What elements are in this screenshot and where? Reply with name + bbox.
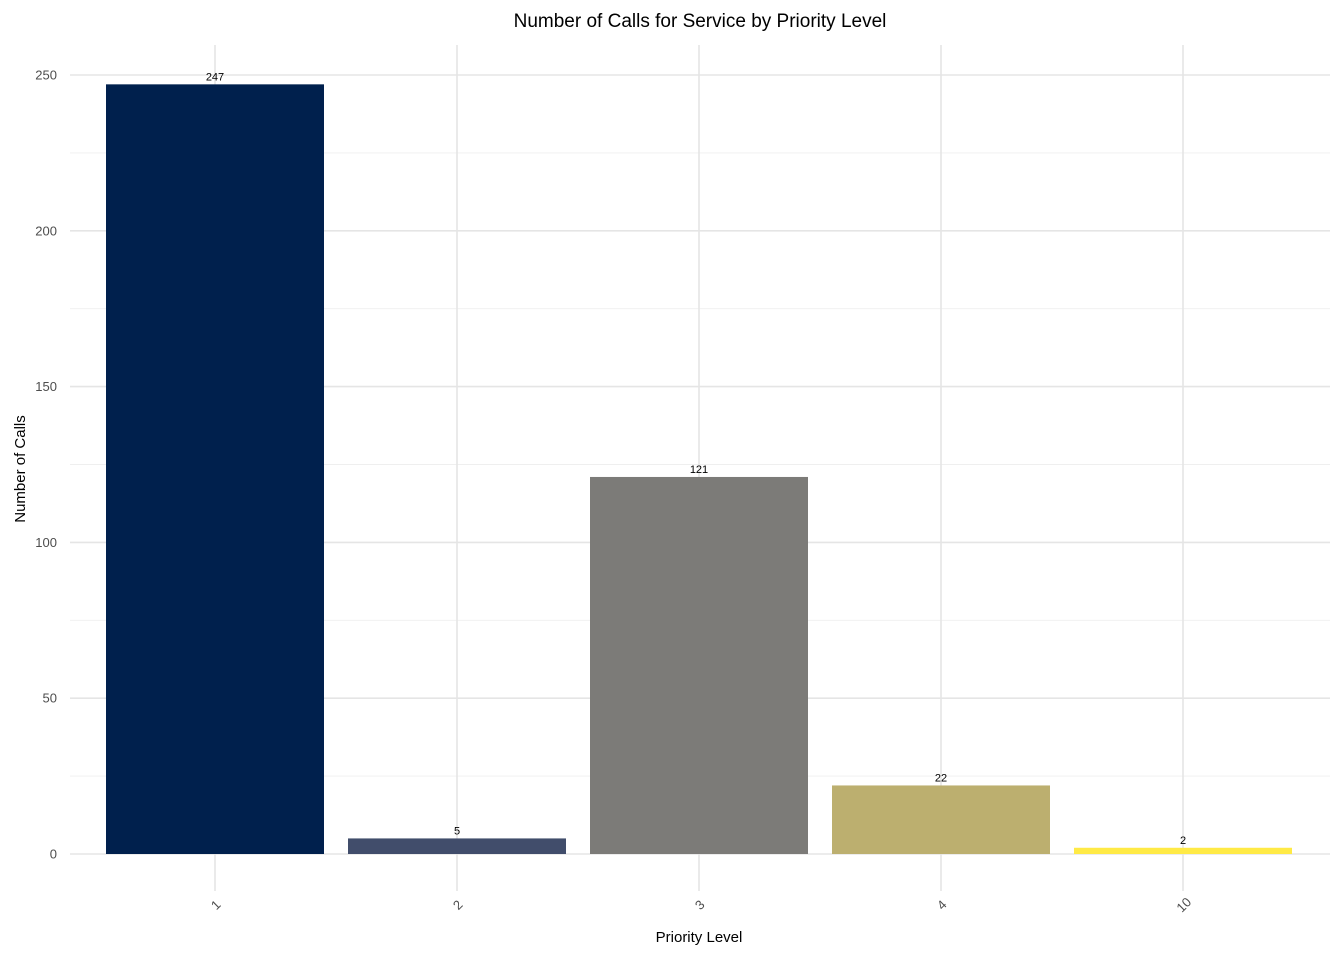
x-tick-label: 2 — [450, 897, 466, 913]
y-tick-label: 50 — [43, 691, 57, 706]
data-label: 121 — [690, 464, 708, 476]
data-label: 2 — [1180, 835, 1186, 847]
bar-priority-4 — [832, 785, 1050, 854]
x-tick-label: 3 — [692, 897, 708, 913]
x-tick-label: 1 — [208, 897, 224, 913]
bar-priority-3 — [590, 476, 808, 854]
y-tick-label: 0 — [50, 847, 57, 862]
bar-priority-10 — [1074, 847, 1292, 854]
y-tick-label: 200 — [35, 223, 57, 238]
data-label: 22 — [935, 772, 947, 784]
data-label: 247 — [206, 71, 224, 83]
y-tick-label: 150 — [35, 379, 57, 394]
bar-layer — [106, 84, 1292, 854]
data-label: 5 — [454, 825, 460, 837]
y-axis-title: Number of Calls — [12, 415, 29, 523]
y-tick-label: 250 — [35, 68, 57, 83]
y-tick-label: 100 — [35, 535, 57, 550]
x-tick-label: 4 — [934, 897, 950, 913]
bar-priority-1 — [106, 84, 324, 854]
x-tick-label: 10 — [1173, 894, 1194, 915]
x-axis-title: Priority Level — [656, 929, 743, 946]
chart-title: Number of Calls for Service by Priority … — [514, 11, 887, 32]
bar-priority-2 — [348, 838, 566, 854]
